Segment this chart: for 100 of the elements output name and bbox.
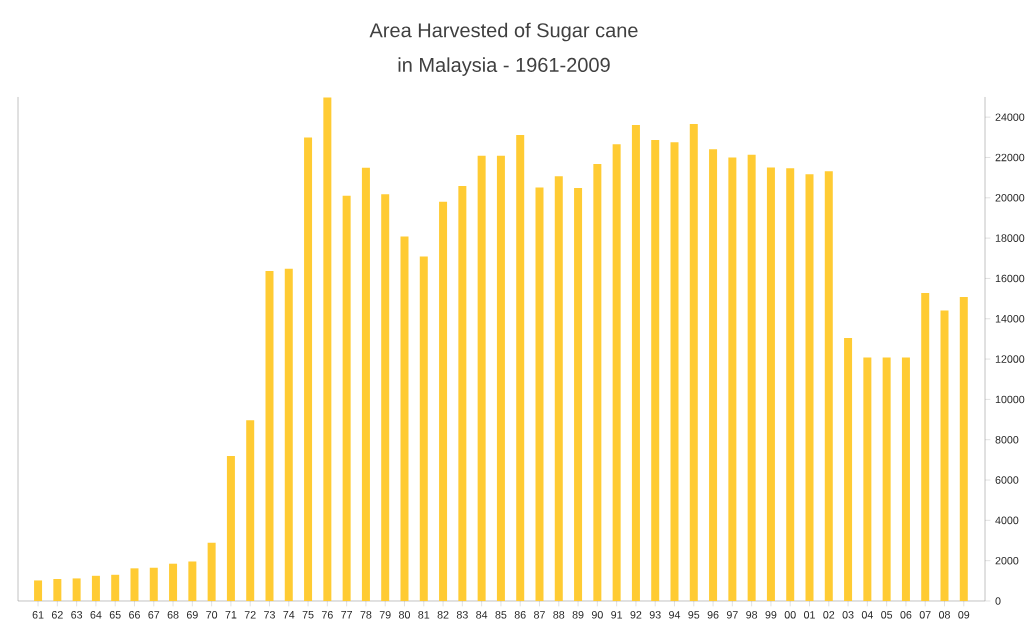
- bar: [111, 574, 120, 601]
- bar: [188, 561, 197, 601]
- bar: [458, 185, 467, 601]
- x-tick-label: 82: [437, 611, 449, 619]
- bar: [786, 168, 795, 601]
- x-tick-label: 70: [206, 611, 218, 619]
- bar: [207, 542, 216, 601]
- y-tick-label: 2000: [995, 556, 1019, 565]
- bar: [689, 124, 698, 601]
- x-tick-label: 81: [418, 611, 430, 619]
- x-tick-label: 67: [148, 611, 160, 619]
- bar: [304, 137, 313, 601]
- bar: [805, 174, 814, 601]
- x-tick-label: 79: [379, 611, 391, 619]
- bar: [535, 187, 544, 601]
- bar: [226, 456, 235, 601]
- y-tick-label: 22000: [995, 153, 1025, 162]
- x-tick-label: 98: [746, 611, 758, 619]
- bar: [169, 563, 178, 601]
- x-tick-label: 97: [726, 611, 738, 619]
- bar: [824, 171, 833, 601]
- x-tick-label: 74: [283, 611, 295, 619]
- x-tick-label: 71: [225, 611, 237, 619]
- x-tick-label: 08: [938, 611, 950, 619]
- x-tick-label: 03: [842, 611, 854, 619]
- bar: [361, 167, 370, 601]
- bar: [72, 578, 81, 601]
- x-tick-label: 84: [476, 611, 488, 619]
- bar: [130, 568, 139, 601]
- bar: [593, 163, 602, 601]
- x-tick-label: 65: [109, 611, 121, 619]
- bar: [53, 579, 62, 601]
- bar: [670, 142, 679, 601]
- y-tick-label: 16000: [995, 274, 1025, 283]
- bar: [477, 155, 486, 601]
- bar: [91, 575, 100, 601]
- x-tick-label: 62: [51, 611, 63, 619]
- y-tick-label: 6000: [995, 476, 1019, 484]
- x-tick-label: 95: [688, 611, 700, 619]
- bar: [574, 188, 583, 601]
- bar: [400, 236, 409, 601]
- bar: [419, 256, 428, 601]
- x-tick-label: 69: [186, 611, 198, 619]
- x-tick-label: 88: [553, 611, 565, 619]
- x-tick-label: 73: [264, 611, 275, 619]
- y-tick-label: 18000: [995, 234, 1025, 242]
- bar: [612, 144, 621, 601]
- x-tick-label: 06: [900, 611, 912, 619]
- bar: [265, 270, 274, 601]
- x-tick-label: 76: [321, 611, 333, 619]
- x-tick-label: 86: [514, 611, 526, 619]
- y-tick-label: 8000: [995, 435, 1019, 444]
- x-tick-label: 64: [90, 611, 102, 619]
- x-tick-label: 91: [611, 611, 623, 619]
- x-tick-label: 09: [958, 611, 970, 619]
- x-tick-label: 00: [784, 611, 796, 619]
- y-tick-label: 10000: [995, 395, 1025, 404]
- bar: [766, 167, 775, 601]
- bar: [709, 149, 718, 601]
- bar: [381, 194, 390, 601]
- x-tick-label: 85: [495, 611, 507, 619]
- y-tick-label: 24000: [995, 113, 1025, 121]
- chart-subtitle: in Malaysia - 1961-2009: [398, 57, 610, 76]
- bar: [284, 268, 293, 601]
- bar: [342, 195, 351, 601]
- bar: [496, 155, 505, 601]
- x-tick-label: 83: [456, 611, 468, 619]
- bar: [651, 139, 660, 601]
- x-tick-label: 75: [302, 611, 314, 619]
- bar: [631, 125, 640, 601]
- bar: [323, 97, 332, 601]
- x-tick-label: 80: [399, 611, 411, 619]
- bar: [863, 357, 872, 601]
- bar: [940, 310, 949, 601]
- x-tick-label: 90: [591, 611, 603, 619]
- y-tick-label: 4000: [995, 516, 1019, 525]
- bar: [246, 420, 255, 601]
- x-tick-label: 66: [129, 611, 140, 619]
- bar: [747, 154, 756, 601]
- x-tick-label: 72: [244, 611, 256, 619]
- bar: [959, 296, 968, 601]
- bar: [516, 134, 525, 601]
- x-tick-label: 93: [649, 611, 661, 619]
- x-tick-label: 04: [861, 611, 873, 619]
- x-tick-label: 99: [765, 611, 777, 619]
- y-tick-label: 14000: [995, 314, 1025, 323]
- bar: [149, 567, 158, 601]
- bar: [34, 580, 43, 601]
- bar: [439, 201, 448, 601]
- bar: [921, 292, 930, 601]
- bar: [901, 357, 910, 601]
- bar: [844, 337, 853, 601]
- x-tick-label: 78: [360, 611, 372, 619]
- bar: [554, 176, 563, 601]
- y-tick-label: 20000: [995, 194, 1025, 202]
- x-tick-label: 63: [71, 611, 83, 619]
- x-tick-label: 68: [167, 611, 179, 619]
- bar: [728, 157, 737, 601]
- x-tick-label: 89: [572, 611, 584, 619]
- x-tick-label: 02: [823, 611, 835, 619]
